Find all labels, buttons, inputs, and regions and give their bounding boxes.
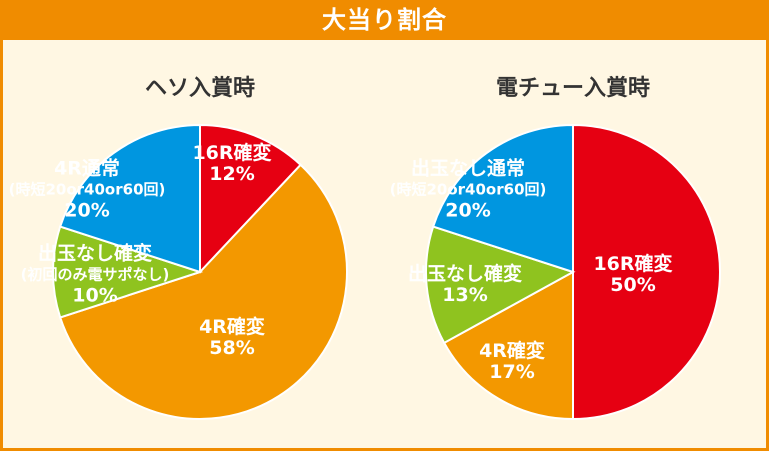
slice-percent-label: 13% [442,284,487,306]
pie-slice [199,123,303,275]
slice-percent-label: 12% [209,163,254,185]
slice-label: 出玉なし確変 [408,262,522,285]
slice-label: 4R確変 [199,315,265,338]
pie-title-heso: ヘソ入賞時 [144,76,255,101]
slice-percent-label: 20% [445,200,490,222]
pie-slice [442,270,574,421]
slice-label: (時短20or40or60回) [390,181,547,199]
pie-slice [431,123,574,274]
slice-label: 4R確変 [479,339,545,362]
slice-label: 16R確変 [593,252,672,275]
pie-title-denchu: 電チュー入賞時 [495,76,650,101]
slice-percent-label: 20% [64,200,109,222]
slice-percent-label: 50% [610,274,655,296]
slice-label: 出玉なし通常 [411,157,525,180]
pie-slice [58,163,348,420]
slice-label: 4R通常 [54,157,120,180]
pie-slice [572,123,721,421]
slice-label: (初回のみ電サポなし) [21,266,170,284]
slice-label: (時短20or40or60回) [9,181,166,199]
slice-label: 出玉なし確変 [38,242,152,265]
slice-percent-label: 58% [209,337,254,359]
slice-percent-label: 10% [72,285,117,307]
slice-label: 16R確変 [192,141,271,164]
pie-slice [51,225,204,319]
pie-slice [58,123,201,274]
page-title: 大当り割合 [0,0,769,40]
pie-slice [425,225,576,345]
slice-percent-label: 17% [489,361,534,383]
